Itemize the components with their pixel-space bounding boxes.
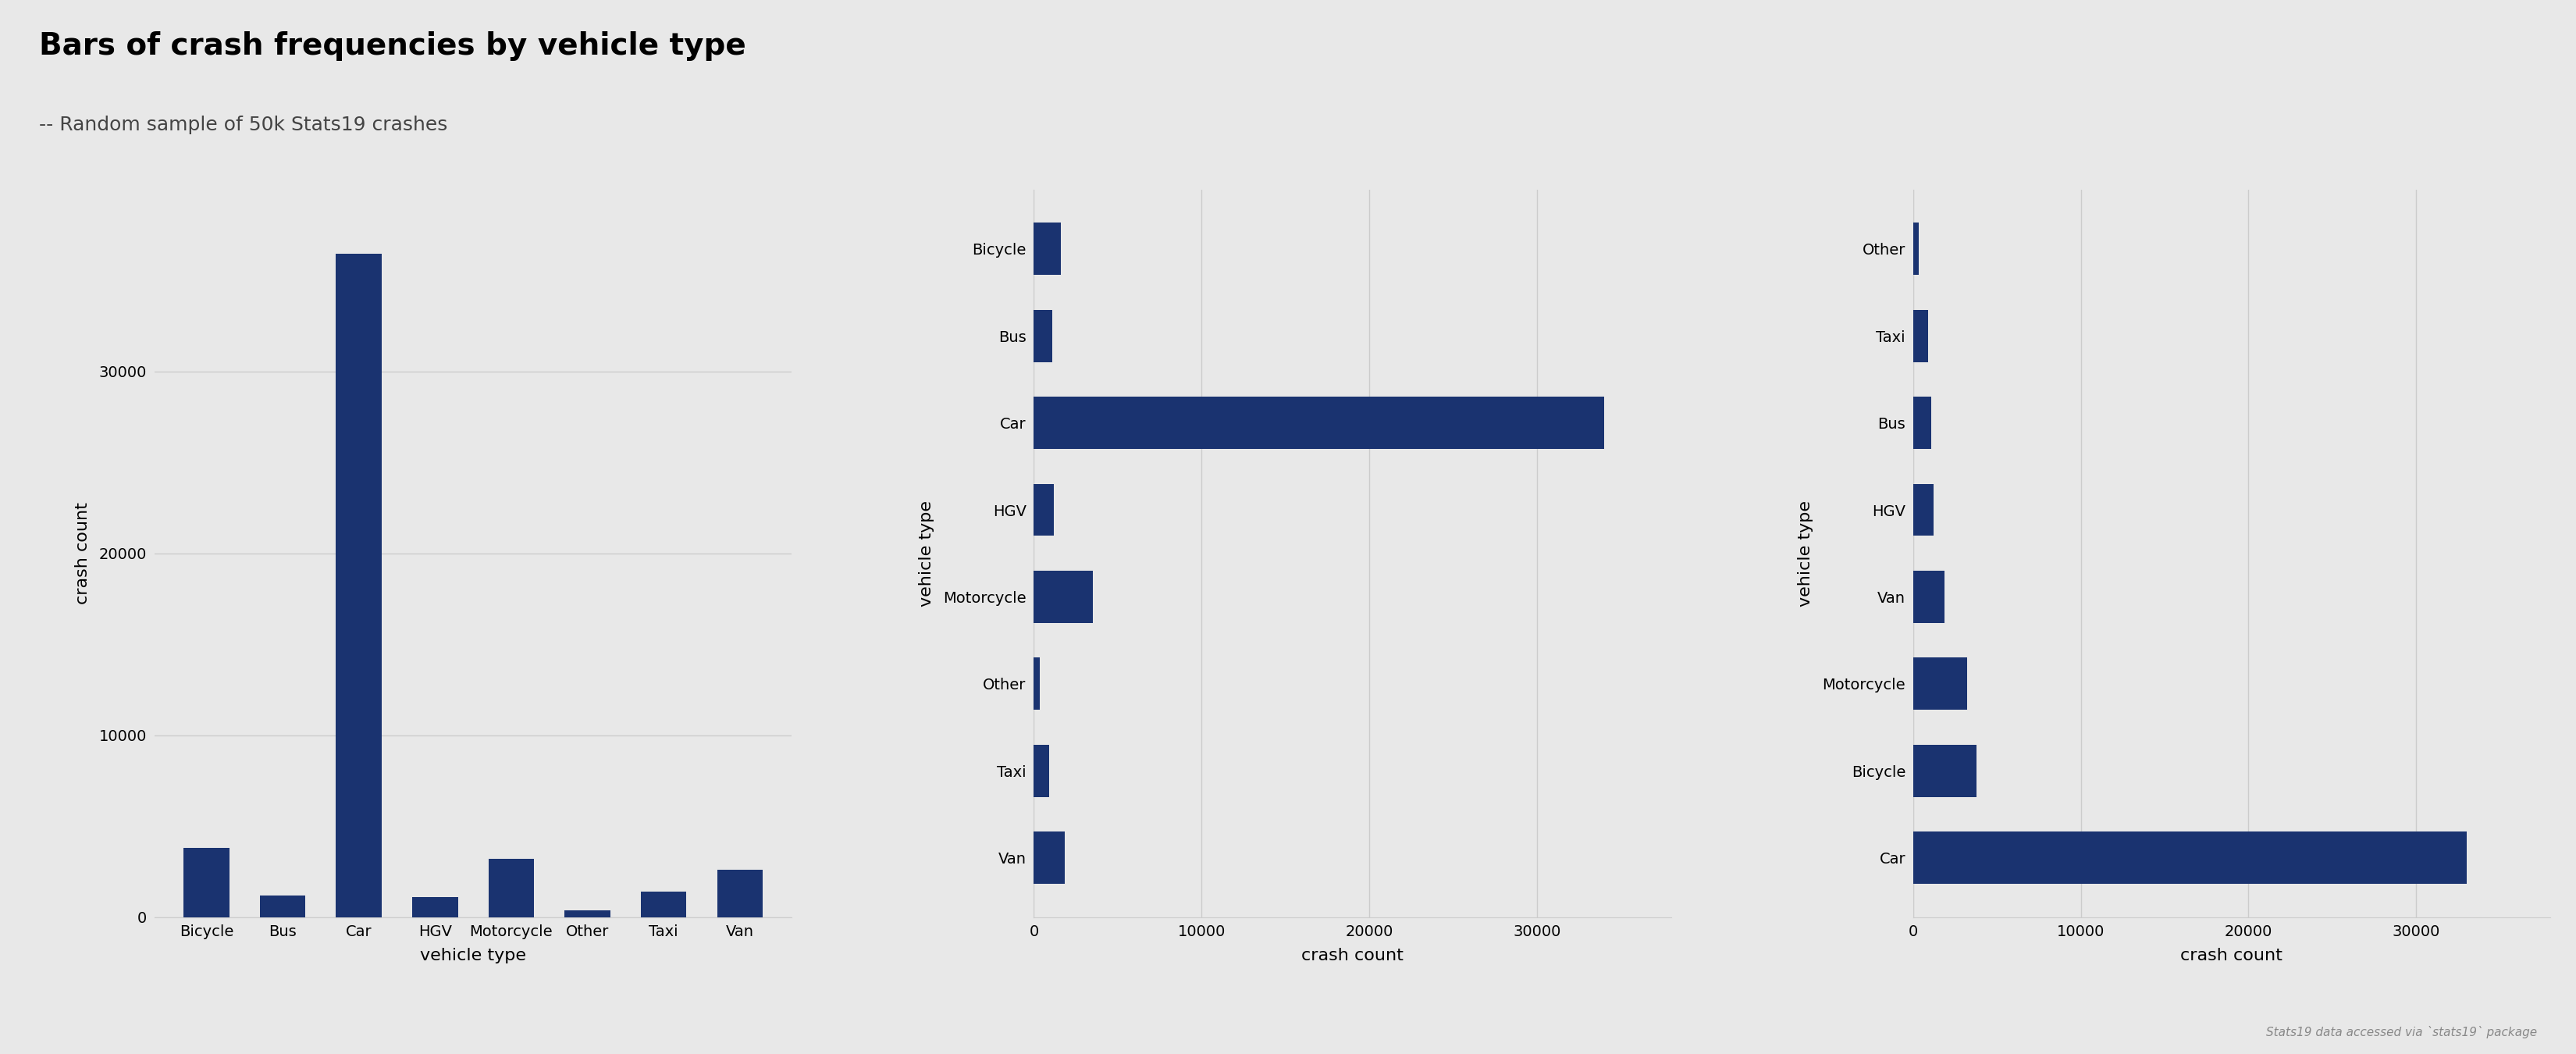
Bar bbox=[641, 892, 688, 917]
Bar bbox=[1914, 832, 2465, 884]
Bar bbox=[1033, 484, 1054, 535]
Bar bbox=[1914, 571, 1945, 623]
Bar bbox=[1914, 658, 1965, 710]
Bar bbox=[183, 847, 229, 917]
Text: -- Random sample of 50k Stats19 crashes: -- Random sample of 50k Stats19 crashes bbox=[39, 116, 448, 135]
Bar bbox=[412, 897, 459, 917]
Bar bbox=[1033, 310, 1051, 362]
Bar bbox=[1033, 832, 1064, 884]
Bar bbox=[1914, 222, 1919, 275]
Bar bbox=[716, 870, 762, 917]
X-axis label: vehicle type: vehicle type bbox=[420, 949, 526, 963]
Bar bbox=[1914, 745, 1976, 797]
Bar bbox=[489, 859, 533, 917]
X-axis label: crash count: crash count bbox=[1301, 949, 1404, 963]
Bar bbox=[335, 253, 381, 917]
X-axis label: crash count: crash count bbox=[2182, 949, 2282, 963]
Bar bbox=[1033, 571, 1092, 623]
Y-axis label: vehicle type: vehicle type bbox=[1798, 501, 1814, 606]
Bar bbox=[1033, 745, 1048, 797]
Bar bbox=[1914, 484, 1932, 535]
Y-axis label: crash count: crash count bbox=[75, 503, 90, 604]
Bar bbox=[1914, 396, 1932, 449]
Text: Stats19 data accessed via `stats19` package: Stats19 data accessed via `stats19` pack… bbox=[2267, 1026, 2537, 1038]
Text: Bars of crash frequencies by vehicle type: Bars of crash frequencies by vehicle typ… bbox=[39, 32, 744, 61]
Bar bbox=[564, 911, 611, 917]
Bar bbox=[1914, 310, 1929, 362]
Bar bbox=[1033, 222, 1061, 275]
Y-axis label: vehicle type: vehicle type bbox=[920, 501, 935, 606]
Bar bbox=[1033, 658, 1041, 710]
Bar bbox=[1033, 396, 1605, 449]
Bar bbox=[260, 895, 307, 917]
